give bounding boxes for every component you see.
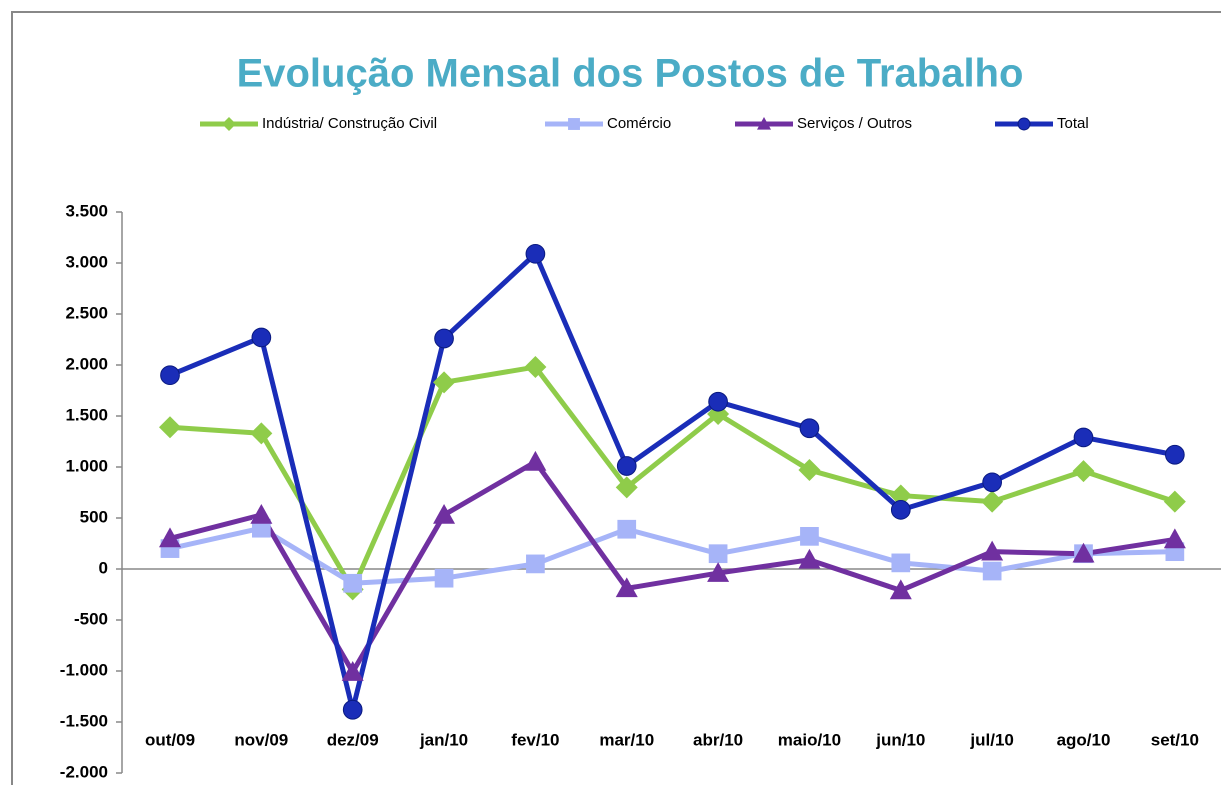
x-tick-label: ago/10 [1057, 730, 1111, 749]
marker [798, 548, 821, 569]
marker [343, 573, 363, 593]
marker [1163, 528, 1186, 549]
x-tick-label: set/10 [1151, 730, 1199, 749]
x-tick-label: mar/10 [599, 730, 654, 749]
series-line [169, 525, 1175, 586]
marker [615, 577, 638, 598]
x-tick-label: abr/10 [693, 730, 743, 749]
marker [342, 699, 363, 720]
marker [159, 527, 181, 548]
marker [982, 472, 1003, 493]
marker [160, 365, 180, 386]
y-tick-label: -1.000 [60, 660, 108, 679]
marker [250, 422, 273, 445]
x-tick-label: dez/09 [327, 730, 379, 749]
marker [1072, 460, 1095, 483]
marker [1073, 427, 1094, 448]
legend-label: Total [1057, 115, 1089, 132]
marker [1017, 117, 1031, 131]
marker [1072, 542, 1095, 563]
marker [526, 554, 545, 574]
marker [757, 117, 771, 130]
x-tick-label: nov/09 [234, 730, 288, 749]
marker [568, 118, 580, 130]
marker [250, 503, 273, 524]
legend-label: Serviços / Outros [797, 115, 912, 132]
marker [433, 503, 456, 524]
marker [341, 661, 364, 681]
marker [525, 243, 546, 264]
marker [798, 459, 821, 482]
marker [524, 450, 547, 471]
chart-title: Evolução Mensal dos Postos de Trabalho [237, 52, 1024, 96]
marker [434, 568, 454, 588]
marker [889, 484, 912, 507]
y-tick-label: -2.000 [60, 762, 108, 781]
series-line [169, 364, 1176, 592]
x-tick-label: maio/10 [778, 730, 841, 749]
series-line [169, 251, 1176, 713]
marker [982, 561, 1002, 581]
marker [617, 519, 637, 539]
marker [1163, 490, 1186, 513]
marker [615, 476, 638, 499]
marker [434, 328, 454, 349]
y-tick-label: 1.500 [65, 405, 108, 424]
y-tick-label: 2.000 [65, 354, 108, 373]
marker [800, 527, 819, 546]
x-tick-label: jul/10 [969, 730, 1013, 749]
y-tick-label: 1.000 [65, 456, 108, 475]
marker [799, 418, 820, 439]
y-tick-label: -1.500 [60, 711, 108, 730]
marker [891, 553, 911, 573]
y-tick-label: 2.500 [65, 303, 108, 322]
marker [616, 456, 637, 476]
marker [708, 391, 728, 412]
marker [524, 356, 547, 379]
marker [708, 544, 728, 564]
legend-label: Indústria/ Construção Civil [262, 115, 437, 132]
marker [433, 371, 456, 394]
y-tick-label: 500 [80, 507, 108, 526]
marker [890, 499, 911, 520]
marker [981, 540, 1004, 561]
x-tick-label: jun/10 [875, 730, 925, 749]
marker [707, 562, 730, 582]
marker [1165, 444, 1185, 465]
x-tick-label: out/09 [145, 730, 195, 749]
marker [159, 416, 181, 439]
marker [251, 327, 272, 348]
legend-label: Comércio [607, 115, 671, 132]
y-tick-label: 0 [99, 558, 108, 577]
marker [889, 579, 912, 600]
y-tick-label: 3.000 [65, 252, 108, 271]
x-tick-label: jan/10 [419, 730, 468, 749]
marker [981, 490, 1004, 513]
marker [222, 117, 236, 131]
y-tick-label: 3.500 [65, 201, 108, 220]
y-tick-label: -500 [74, 609, 108, 628]
x-tick-label: fev/10 [511, 730, 559, 749]
chart-frame [11, 11, 1221, 785]
